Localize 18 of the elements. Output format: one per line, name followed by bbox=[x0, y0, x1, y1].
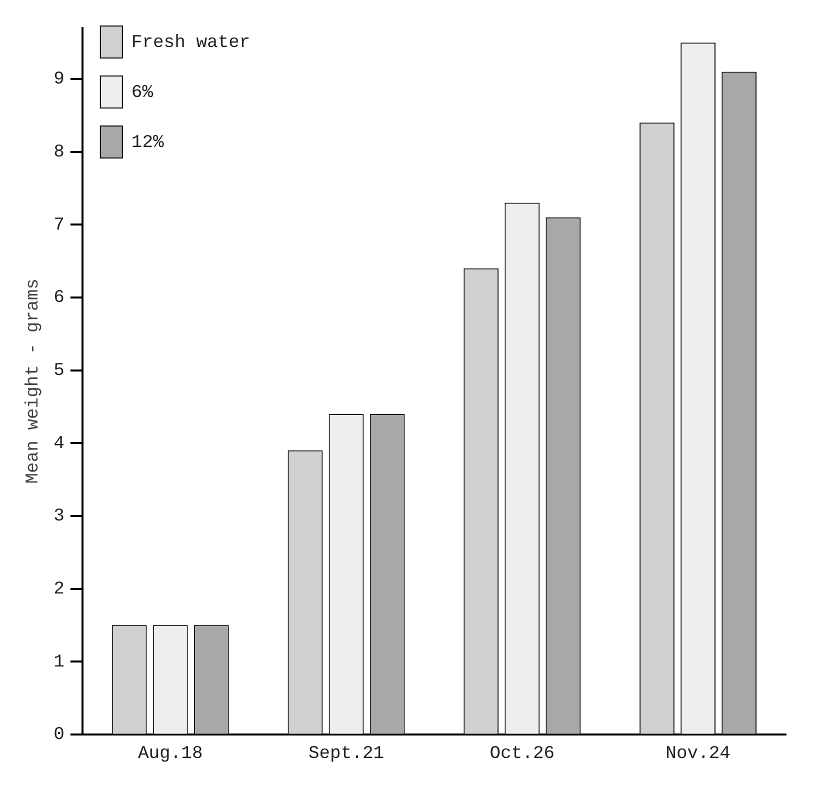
y-tick-label: 2 bbox=[54, 580, 64, 600]
y-axis-title: Mean weight - grams bbox=[24, 278, 44, 484]
y-tick-label: 5 bbox=[54, 361, 64, 382]
legend-label: 12% bbox=[131, 132, 164, 153]
legend-label: Fresh water bbox=[131, 32, 250, 53]
y-tick-label: 0 bbox=[54, 725, 64, 746]
y-tick-label: 6 bbox=[54, 288, 64, 308]
y-tick-label: 3 bbox=[54, 506, 64, 527]
y-tick-label: 9 bbox=[54, 70, 64, 90]
y-tick-label: 7 bbox=[54, 215, 64, 236]
x-tick-label: Aug.18 bbox=[138, 744, 203, 764]
x-tick-label: Sept.21 bbox=[308, 744, 384, 764]
legend-label: 6% bbox=[131, 82, 154, 103]
y-tick-label: 8 bbox=[54, 142, 64, 163]
y-tick-label: 1 bbox=[54, 652, 64, 672]
y-tick-label: 4 bbox=[54, 434, 64, 454]
x-tick-label: Oct.26 bbox=[490, 744, 555, 764]
x-tick-label: Nov.24 bbox=[666, 744, 730, 764]
